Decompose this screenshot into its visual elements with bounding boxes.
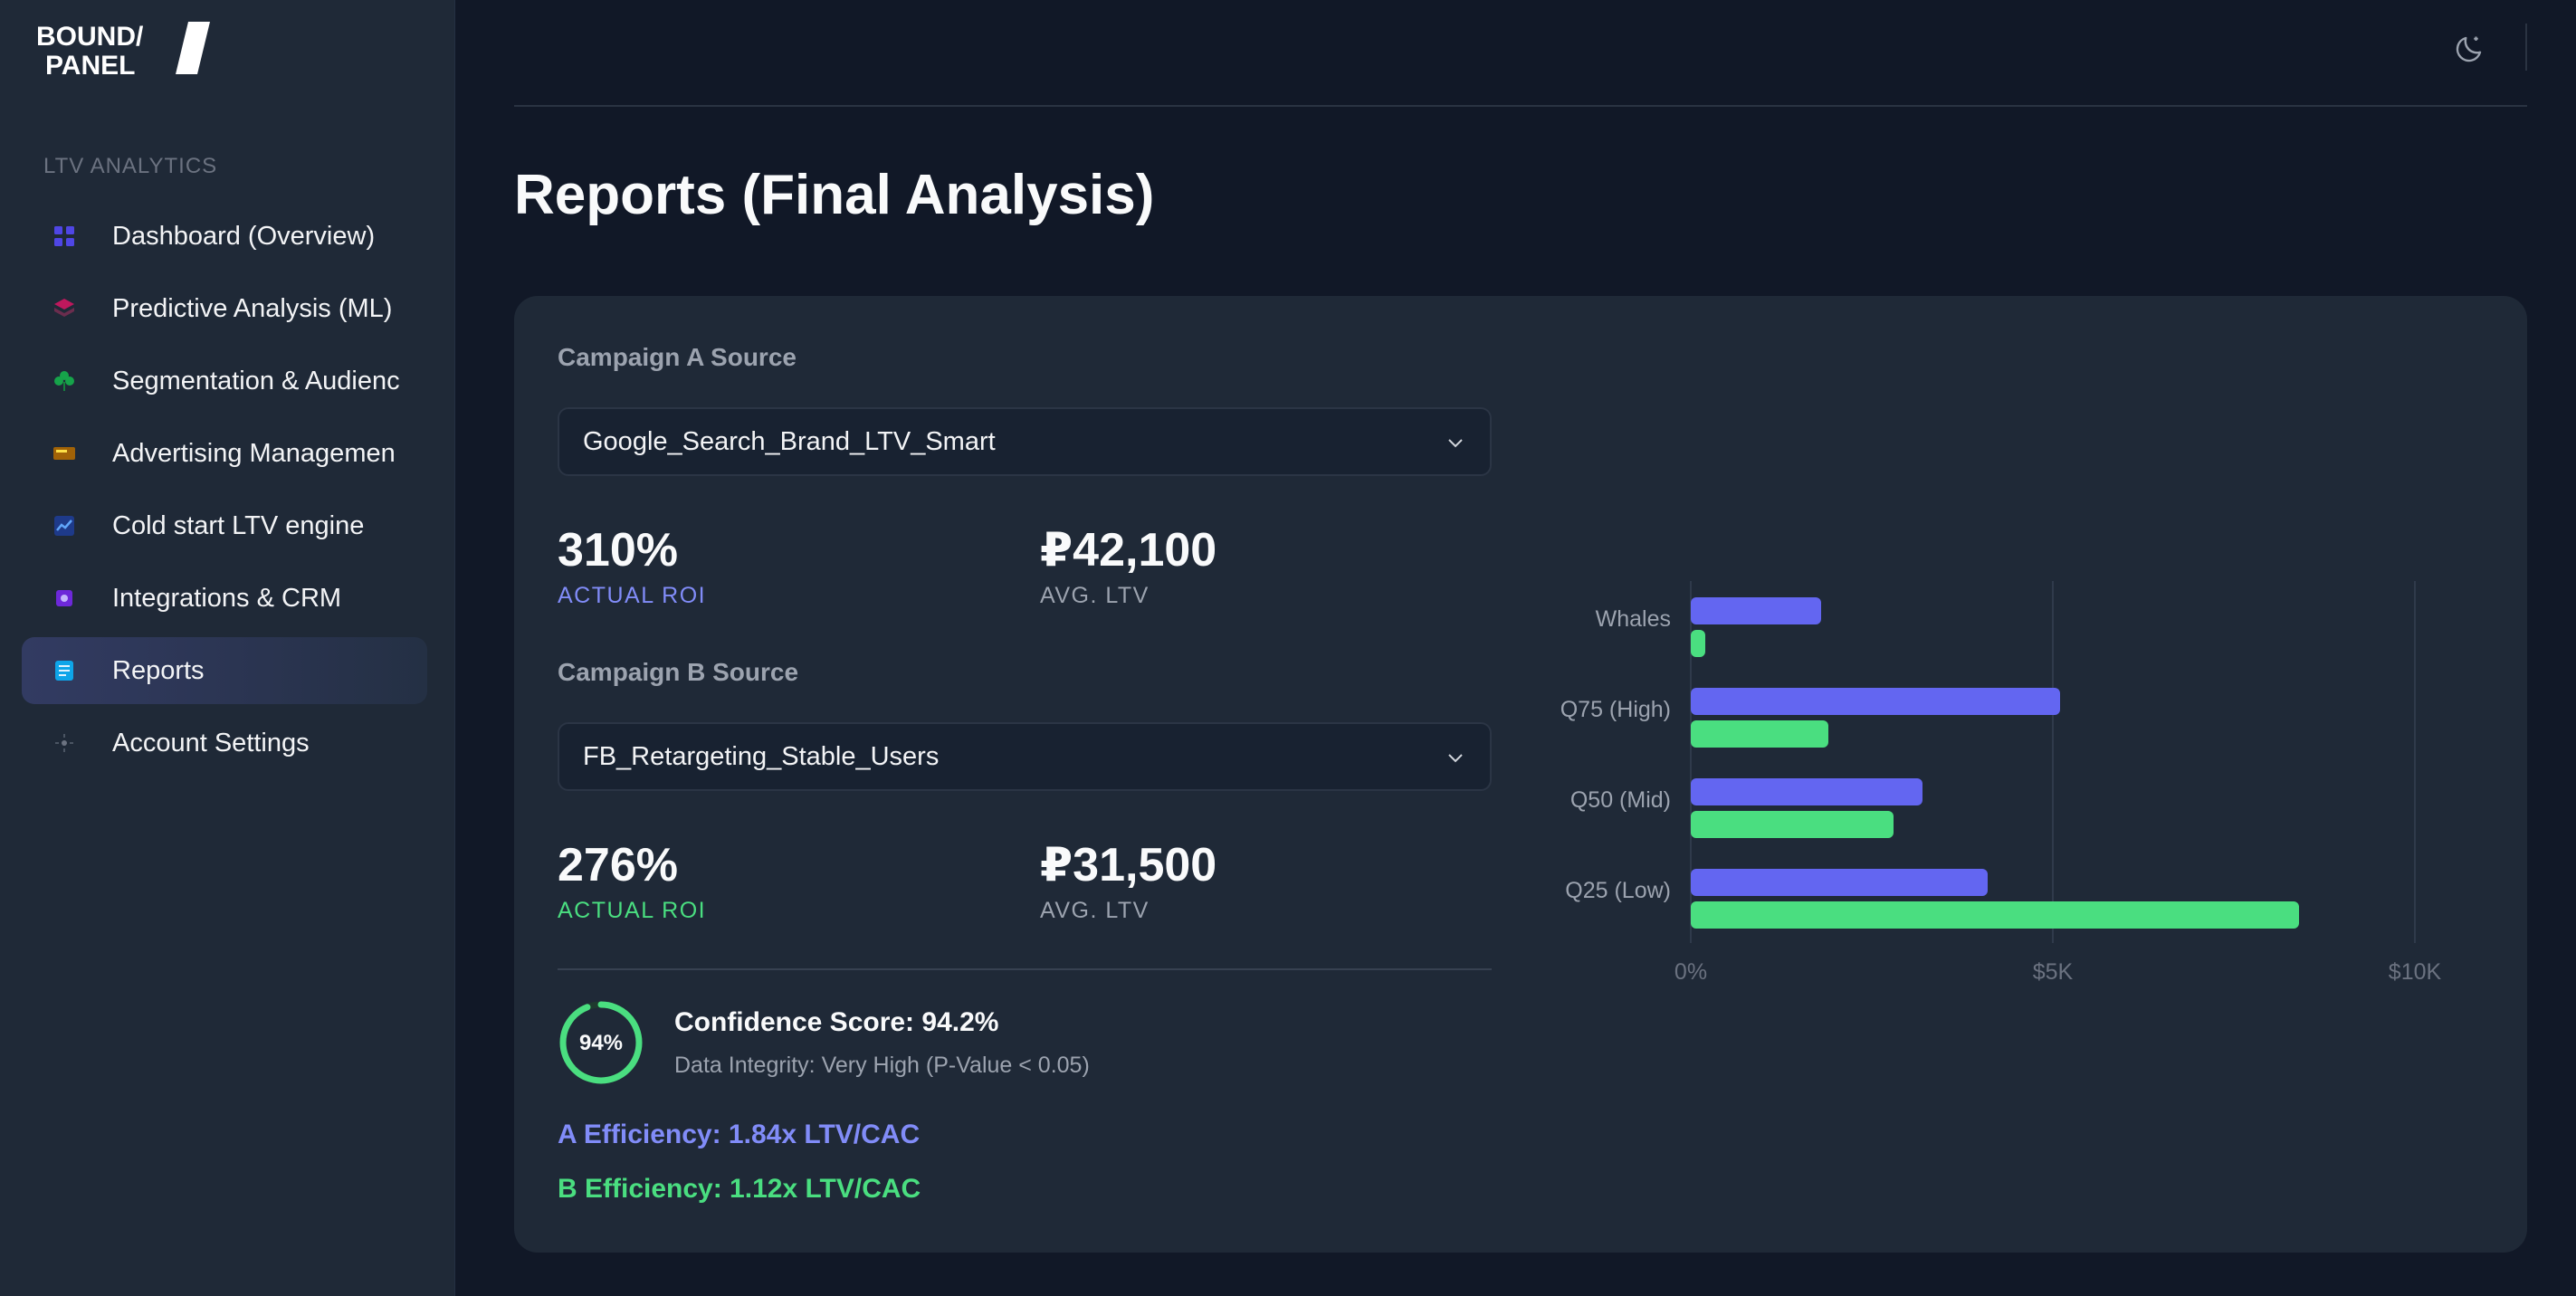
campaign-b-selected-value: FB_Retargeting_Stable_Users [583,741,940,771]
sidebar-item-reports[interactable]: Reports [22,637,427,704]
grid-icon [52,224,76,248]
chevron-down-icon [1448,439,1463,448]
sidebar-item-label: Advertising Managemen [112,438,396,468]
campaign-a-ltv-value: ₽42,100 [1040,524,1217,577]
divider [558,968,1492,970]
sidebar-item-segmentation[interactable]: Segmentation & Audienc [22,348,427,415]
sidebar-item-label: Reports [112,655,205,685]
campaign-b-roi-value: 276% [558,839,678,891]
ltv-segment-chart-svg: 0% $5K $10K Whales Q75 (High) Q50 (Mid) Q25 (L… [1560,581,2442,985]
brand-logo[interactable]: BOUND/ PANEL [36,20,217,78]
confidence-ring: 94% [559,1001,643,1084]
confidence-ring-label: 94% [579,1031,623,1055]
document-icon [52,659,76,682]
chart-category-label: Whales [1596,606,1671,632]
page-title: Reports (Final Analysis) [514,164,1155,226]
sidebar-section-label: LTV ANALYTICS [43,154,218,178]
chart-bar [1691,869,1988,896]
chart-bar [1691,720,1828,748]
main-content: Reports (Final Analysis) Campaign A Sour… [455,0,2576,1296]
chart-x-tick-label: $5K [2033,959,2074,985]
campaign-b-label: Campaign B Source [558,658,799,686]
logo-slash [176,22,210,74]
theme-toggle-button[interactable] [2447,27,2491,71]
campaign-a-ltv: ₽42,100 AVG. LTV [1040,527,1216,609]
chevron-down-icon [1448,754,1463,763]
chart-category-label: Q75 (High) [1560,697,1671,722]
clover-icon [52,369,76,393]
sidebar-nav: Dashboard (Overview) Predictive Analysis… [22,203,427,782]
campaign-b-ltv-caption: AVG. LTV [1040,898,1150,923]
chart-category-label: Q50 (Mid) [1570,787,1671,813]
campaign-a-roi-value: 310% [558,524,678,577]
campaign-a-ltv-caption: AVG. LTV [1040,583,1150,608]
campaign-a-label: Campaign A Source [558,343,797,371]
logo-line-2: PANEL [45,51,135,78]
chart-bar [1691,778,1922,805]
top-bar [514,0,2527,107]
sidebar-item-advertising[interactable]: Advertising Managemen [22,420,427,487]
chart-bar [1691,597,1821,624]
ltv-segment-chart: 0% $5K $10K Whales Q75 (High) Q50 (Mid) Q25 (L… [1546,540,2487,1101]
sidebar-item-label: Predictive Analysis (ML) [112,293,393,323]
sidebar-item-account-settings[interactable]: Account Settings [22,710,427,777]
campaign-a-roi: 310% ACTUAL ROI [558,527,706,609]
comparison-card: Campaign A Source Google_Search_Brand_LT… [514,296,2527,1253]
billboard-icon [52,442,76,465]
topbar-divider [2525,24,2527,71]
chart-x-tick-label: $10K [2389,959,2442,985]
campaign-a-select[interactable]: Google_Search_Brand_LTV_Smart [558,407,1492,476]
sidebar-item-integrations[interactable]: Integrations & CRM [22,565,427,632]
sidebar-item-label: Dashboard (Overview) [112,221,376,251]
chart-bar [1691,811,1894,838]
sidebar-item-cold-start[interactable]: Cold start LTV engine [22,492,427,559]
sidebar-item-label: Integrations & CRM [112,583,342,613]
sidebar-item-label: Segmentation & Audienc [112,366,400,395]
efficiency-b: B Efficiency: 1.12x LTV/CAC [558,1174,921,1204]
chart-bar [1691,901,2299,929]
campaign-b-ltv-value: ₽31,500 [1040,839,1217,891]
chip-icon [52,586,76,610]
trend-chart-icon [52,514,76,538]
sidebar-item-label: Cold start LTV engine [112,510,365,540]
sidebar-item-dashboard[interactable]: Dashboard (Overview) [22,203,427,270]
gear-icon [52,731,76,755]
confidence-score-subtitle: Data Integrity: Very High (P-Value < 0.0… [674,1053,1090,1078]
campaign-b-select[interactable]: FB_Retargeting_Stable_Users [558,722,1492,791]
layers-icon [52,297,76,320]
chart-category-label: Q25 (Low) [1565,878,1671,903]
moon-icon [2456,36,2482,62]
chart-bar [1691,688,2060,715]
campaign-a-roi-caption: ACTUAL ROI [558,583,707,608]
campaign-b-ltv: ₽31,500 AVG. LTV [1040,842,1216,924]
efficiency-a: A Efficiency: 1.84x LTV/CAC [558,1120,921,1149]
confidence-score-title: Confidence Score: 94.2% [674,1007,999,1037]
campaign-a-selected-value: Google_Search_Brand_LTV_Smart [583,426,996,456]
chart-bar [1691,630,1705,657]
sidebar-item-label: Account Settings [112,728,310,758]
sidebar-item-predictive-analysis[interactable]: Predictive Analysis (ML) [22,275,427,342]
campaign-b-roi: 276% ACTUAL ROI [558,842,706,924]
confidence-ring-progress [559,1001,643,1084]
sidebar: BOUND/ PANEL LTV ANALYTICS Dashboard (Ov… [0,0,455,1296]
logo-line-1: BOUND/ [36,22,144,52]
chart-x-tick-label: 0% [1674,959,1707,985]
logo-wordmark: BOUND/ PANEL [36,22,210,78]
campaign-b-roi-caption: ACTUAL ROI [558,898,707,923]
